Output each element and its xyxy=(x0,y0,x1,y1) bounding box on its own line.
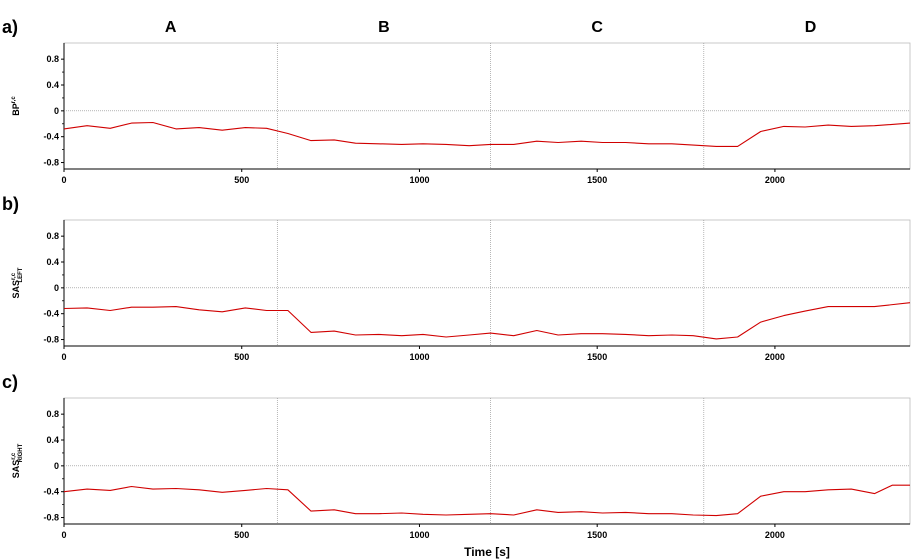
y-tick-label: -0.4 xyxy=(43,309,59,319)
x-tick-label: 2000 xyxy=(765,175,785,185)
y-axis-label-base: BP xyxy=(11,103,21,116)
y-axis-label: SASr,cRIGHT xyxy=(11,443,24,478)
y-tick-label: -0.8 xyxy=(43,513,59,523)
y-tick-label: -0.8 xyxy=(43,335,59,345)
plot-frame xyxy=(63,397,911,525)
y-axis-label-superscript: r,c xyxy=(11,96,17,104)
y-tick-label: 0.4 xyxy=(46,435,59,445)
plot-frame xyxy=(63,42,911,170)
y-axis-label-subscript: RIGHT xyxy=(18,443,24,462)
y-axis-label-superscript: r,c xyxy=(11,272,17,280)
x-tick-label: 1500 xyxy=(587,530,607,540)
y-tick-label: 0 xyxy=(54,283,59,293)
y-tick-label: 0.4 xyxy=(46,257,59,267)
x-tick-label: 1500 xyxy=(587,175,607,185)
y-tick-label: 0 xyxy=(54,461,59,471)
x-tick-label: 1000 xyxy=(409,352,429,362)
x-tick-label: 500 xyxy=(234,175,249,185)
x-tick-label: 1000 xyxy=(409,530,429,540)
y-tick-label: -0.4 xyxy=(43,487,59,497)
y-tick-label: -0.4 xyxy=(43,132,59,142)
y-axis-label: BPr,c xyxy=(11,96,21,116)
panel-letter: b) xyxy=(2,194,19,214)
y-tick-label: 0.8 xyxy=(46,409,59,419)
y-tick-label: 0.8 xyxy=(46,54,59,64)
y-tick-label: 0.4 xyxy=(46,80,59,90)
x-tick-label: 500 xyxy=(234,530,249,540)
phase-label-B: B xyxy=(378,19,390,36)
series-line xyxy=(63,121,911,147)
x-tick-label: 0 xyxy=(61,352,66,362)
panel-letter: c) xyxy=(2,372,18,392)
y-axis-label-superscript: r,c xyxy=(11,452,17,460)
x-tick-label: 0 xyxy=(61,530,66,540)
y-axis-label: SASr,cLEFT xyxy=(11,267,24,298)
phase-label-A: A xyxy=(165,19,177,36)
y-axis-label-base: SAS xyxy=(11,280,21,299)
x-tick-label: 0 xyxy=(61,175,66,185)
x-axis-title: Time [s] xyxy=(464,545,510,559)
y-tick-label: 0 xyxy=(54,106,59,116)
series-line xyxy=(63,484,910,517)
x-tick-label: 1500 xyxy=(587,352,607,362)
y-tick-label: 0.8 xyxy=(46,231,59,241)
y-axis-label-subscript: LEFT xyxy=(18,267,24,282)
x-tick-label: 500 xyxy=(234,352,249,362)
phase-label-C: C xyxy=(591,19,603,36)
x-tick-label: 2000 xyxy=(765,530,785,540)
y-axis-label-base: SAS xyxy=(11,460,21,479)
panel-letter: a) xyxy=(2,17,18,37)
y-tick-label: -0.8 xyxy=(43,158,59,168)
x-tick-label: 2000 xyxy=(765,352,785,362)
series-line xyxy=(63,302,911,340)
plot-frame xyxy=(63,219,911,347)
phase-label-D: D xyxy=(805,19,817,36)
x-tick-label: 1000 xyxy=(409,175,429,185)
